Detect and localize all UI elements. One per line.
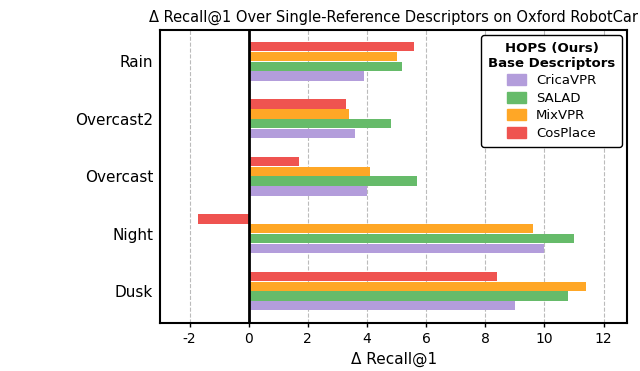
Bar (249, 244, 545, 253)
Bar (249, 224, 532, 233)
Bar (249, 157, 299, 166)
Bar (249, 52, 397, 61)
Bar (249, 234, 574, 243)
Bar (249, 301, 515, 311)
Bar (249, 272, 497, 281)
Bar (249, 186, 367, 196)
Bar (198, 214, 249, 224)
Bar (249, 109, 349, 118)
X-axis label: Δ Recall@1: Δ Recall@1 (351, 351, 436, 367)
Bar (249, 282, 586, 291)
Bar (249, 129, 355, 138)
Bar (249, 99, 346, 109)
Bar (249, 177, 417, 186)
Bar (249, 42, 414, 51)
Bar (249, 119, 390, 128)
Title: Δ Recall@1 Over Single-Reference Descriptors on Oxford RobotCar: Δ Recall@1 Over Single-Reference Descrip… (149, 9, 638, 24)
Bar (249, 62, 403, 71)
Legend: CricaVPR, SALAD, MixVPR, CosPlace: CricaVPR, SALAD, MixVPR, CosPlace (481, 35, 622, 147)
Bar (249, 71, 364, 81)
Bar (249, 291, 568, 301)
Bar (249, 167, 370, 176)
